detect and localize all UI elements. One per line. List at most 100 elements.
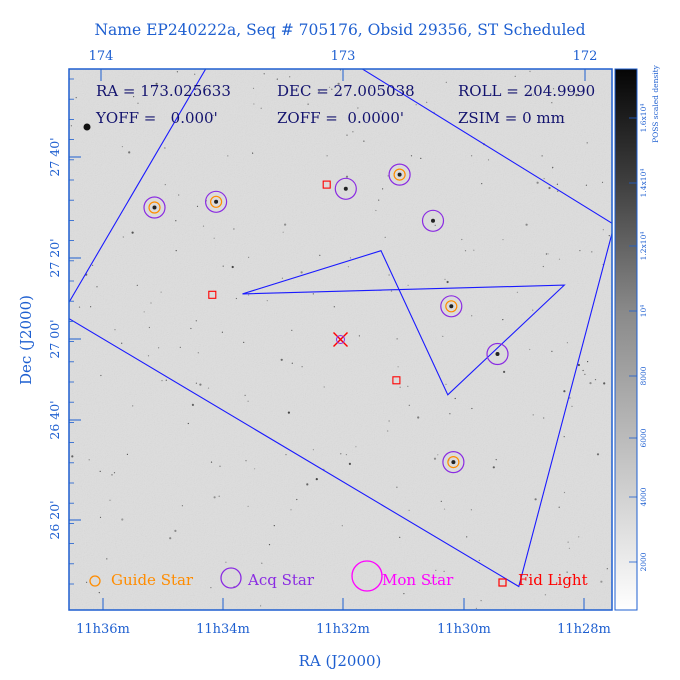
- field-star: [231, 265, 234, 269]
- field-star: [225, 561, 227, 563]
- y-tick-label-2: 27 00': [47, 319, 62, 358]
- field-star: [247, 400, 249, 402]
- field-star: [566, 571, 568, 573]
- field-star: [174, 529, 177, 533]
- field-star: [158, 347, 160, 349]
- field-star: [195, 382, 197, 384]
- field-star: [478, 559, 480, 562]
- field-star: [114, 329, 116, 331]
- guide-star-3: [445, 300, 458, 313]
- field-star: [445, 81, 447, 83]
- field-star: [121, 146, 123, 148]
- field-star: [207, 387, 210, 389]
- field-star: [175, 220, 177, 222]
- colorbar-tick-label-6: 1.4x10⁴: [639, 169, 648, 198]
- colorbar-tick-label-0: 2000: [639, 552, 648, 571]
- field-star: [210, 461, 213, 463]
- field-star: [319, 254, 321, 256]
- field-star: [260, 605, 262, 607]
- field-star: [363, 140, 365, 142]
- field-star: [235, 297, 237, 300]
- field-star: [399, 536, 401, 538]
- field-star: [243, 341, 245, 343]
- field-star: [437, 454, 439, 456]
- field-star: [461, 238, 463, 241]
- field-star: [502, 239, 504, 241]
- field-star: [175, 250, 177, 252]
- field-star: [434, 224, 436, 226]
- field-star: [382, 188, 384, 190]
- field-star: [252, 152, 254, 154]
- field-star: [109, 499, 111, 501]
- field-star: [169, 537, 172, 540]
- field-star: [587, 361, 589, 363]
- field-star: [557, 190, 559, 192]
- field-star: [326, 155, 328, 157]
- field-star: [586, 142, 588, 144]
- field-star: [282, 231, 284, 233]
- field-star: [263, 73, 265, 75]
- colorbar-tick-label-7: 1.6x10⁴: [639, 104, 648, 133]
- x-tick-label-bottom-0: 11h36m: [76, 622, 130, 637]
- field-star: [399, 386, 401, 388]
- field-star: [470, 509, 472, 511]
- field-star: [370, 87, 372, 89]
- field-star: [602, 229, 604, 231]
- field-star: [562, 115, 564, 117]
- guide-star-1: [210, 195, 223, 208]
- field-star: [466, 536, 468, 538]
- field-star: [349, 257, 352, 259]
- colorbar-ticks: 2000 4000 6000 8000 10⁴ 1.2x10⁴ 1.4x10⁴ 1.6x10⁴: [629, 104, 648, 572]
- field-star: [160, 291, 162, 293]
- field-star: [218, 495, 220, 497]
- field-star: [397, 366, 399, 368]
- field-star: [547, 253, 549, 255]
- field-star: [529, 70, 531, 72]
- field-star: [433, 457, 437, 460]
- field-star: [96, 286, 98, 288]
- field-star: [532, 94, 535, 96]
- field-star: [90, 306, 92, 308]
- field-star: [608, 235, 610, 237]
- field-star: [213, 496, 216, 499]
- field-star: [384, 236, 386, 238]
- field-star: [131, 231, 134, 234]
- field-star: [107, 94, 109, 96]
- field-star: [333, 306, 335, 308]
- field-star: [155, 82, 158, 85]
- field-star: [566, 342, 569, 344]
- field-star: [176, 71, 178, 73]
- field-star: [603, 382, 606, 385]
- field-star: [440, 500, 442, 502]
- field-star: [296, 498, 298, 501]
- x-tick-label-bottom-3: 11h30m: [437, 622, 491, 637]
- acq-star-2: [388, 163, 411, 186]
- colorbar: 2000 4000 6000 8000 10⁴ 1.2x10⁴ 1.4x10⁴ 1.6x10⁴…: [614, 64, 660, 611]
- field-star: [227, 155, 229, 157]
- field-star: [487, 159, 490, 161]
- field-star: [121, 518, 124, 521]
- field-star: [584, 373, 586, 375]
- field-star: [551, 102, 553, 104]
- field-star: [202, 225, 205, 227]
- field-star: [446, 280, 449, 284]
- field-star: [543, 417, 545, 419]
- field-star: [534, 498, 537, 501]
- field-star: [290, 509, 292, 511]
- field-star: [473, 94, 475, 96]
- field-star: [345, 454, 347, 456]
- field-star: [358, 335, 360, 337]
- field-star: [312, 449, 314, 451]
- acq-star-7: [486, 342, 509, 366]
- field-star: [388, 274, 390, 276]
- field-star: [380, 110, 382, 112]
- acq-star-core-4: [451, 460, 456, 465]
- fid-light-1: [208, 290, 217, 299]
- field-star: [563, 390, 566, 393]
- field-star: [558, 506, 560, 508]
- field-star: [569, 88, 571, 90]
- field-star: [492, 466, 495, 469]
- field-star: [341, 525, 343, 527]
- zsim-readout: ZSIM = 0 mm: [458, 109, 565, 127]
